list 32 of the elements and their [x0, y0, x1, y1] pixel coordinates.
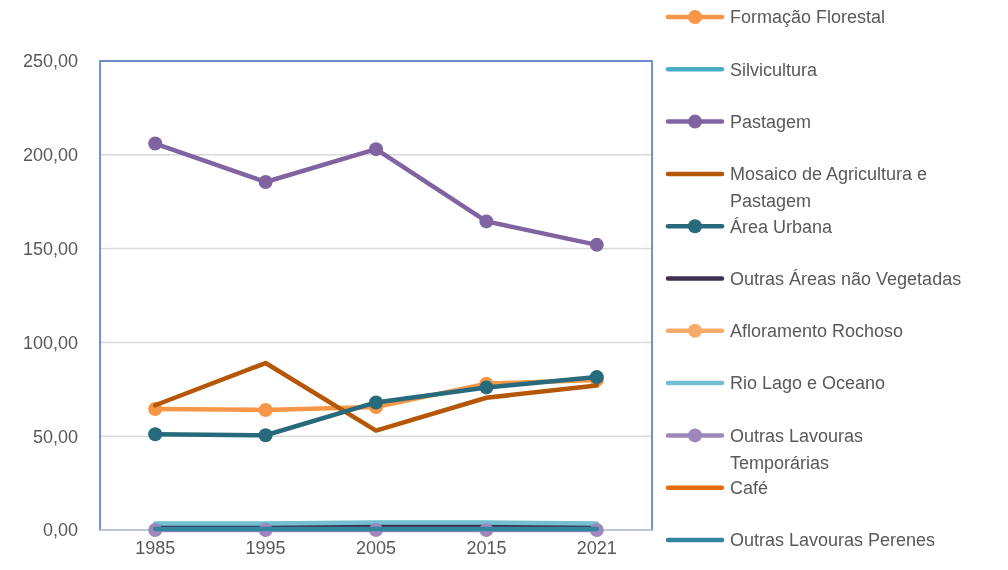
legend-label: Silvicultura	[730, 59, 819, 80]
point	[369, 142, 383, 157]
point	[589, 237, 604, 252]
legend-label: Área Urbana	[730, 216, 834, 237]
point	[258, 175, 273, 189]
point	[479, 214, 494, 229]
legend-label: Mosaico de Agricultura e Pastagem	[730, 164, 928, 212]
legend-label: Pastagem	[730, 111, 812, 132]
y-tick-label: 200,00	[22, 145, 78, 166]
legend-label: Afloramento Rochoso	[730, 321, 904, 342]
legend-label: Café	[730, 478, 769, 498]
point	[258, 428, 273, 443]
x-tick-label: 1995	[245, 538, 286, 558]
point	[148, 136, 163, 151]
x-tick-label: 2005	[355, 538, 397, 558]
x-tick-label: 2021	[576, 538, 617, 558]
y-tick-label: 0,00	[42, 520, 78, 541]
legend-label: Formação Florestal	[730, 7, 886, 28]
point	[369, 395, 383, 410]
point	[258, 402, 273, 417]
point	[479, 380, 494, 395]
y-tick-label: 150,00	[22, 238, 78, 259]
legend-label: Outras Áreas não Vegetadas	[730, 268, 962, 289]
legend-label: Rio Lago e Oceano	[730, 373, 886, 394]
y-tick-label: 100,00	[22, 332, 78, 353]
x-tick-label: 1985	[135, 538, 176, 558]
y-tick-label: 250,00	[22, 51, 78, 72]
y-tick-label: 50,00	[32, 426, 78, 447]
point	[148, 427, 163, 442]
legend-label: Outras Lavouras Temporárias	[730, 425, 864, 473]
legend-label: Outras Lavouras Perenes	[730, 530, 936, 551]
x-tick-label: 2015	[466, 538, 507, 558]
